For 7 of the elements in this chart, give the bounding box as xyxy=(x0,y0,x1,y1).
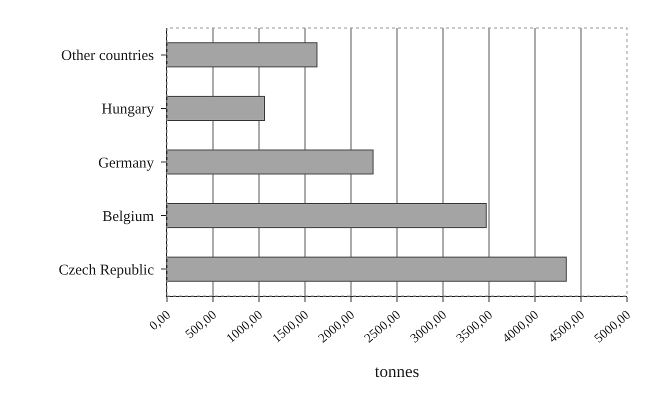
y-tick-label: Hungary xyxy=(102,102,154,118)
x-axis-title: tonnes xyxy=(374,362,420,381)
y-tick-label: Czech Republic xyxy=(58,262,154,278)
y-tick-label: Belgium xyxy=(102,208,154,225)
y-tick-label: Other countries xyxy=(61,48,154,64)
x-tick-label: 0,00 xyxy=(146,306,174,333)
y-tick-label: Germany xyxy=(98,155,154,172)
